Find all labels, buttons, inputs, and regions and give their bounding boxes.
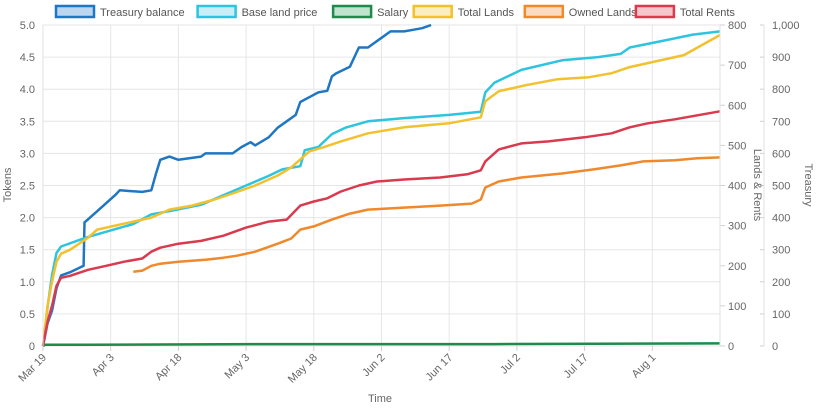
y-right2-tick-label: 300 (772, 245, 790, 257)
y-right1-tick-label: 700 (728, 60, 746, 72)
series-line-owned-lands (133, 156, 721, 274)
legend-swatch (331, 4, 373, 19)
y-left-tick-label: 0.5 (20, 309, 35, 321)
y-left-tick-label: 2.0 (20, 213, 35, 225)
y-right1-tick-label: 0 (728, 341, 734, 353)
legend-label: Total Rents (680, 7, 736, 19)
x-tick-label: May 3 (223, 352, 253, 382)
y-right2-tick-label: 0 (772, 341, 778, 353)
legend-item-total-rents[interactable]: Total Rents (634, 4, 736, 19)
y-right2-tick-label: 400 (772, 213, 790, 225)
legend-item-total-lands[interactable]: Total Lands (412, 4, 515, 19)
y-right2-tick-label: 900 (772, 52, 790, 64)
x-axis-title: Time (368, 393, 392, 405)
y-right1-tick-label: 100 (728, 301, 746, 313)
y-right1-tick-label: 600 (728, 100, 746, 112)
legend[interactable]: Treasury balance Base land price Salary Tot… (54, 4, 736, 19)
y-left-tick-label: 3.0 (20, 148, 35, 160)
y-right2-tick-label: 200 (772, 277, 790, 289)
y-right1-tick-label: 200 (728, 261, 746, 273)
y-axis-right1-title: Lands & Rents (751, 149, 763, 222)
legend-label: Treasury balance (100, 7, 185, 19)
y-right2-tick-label: 600 (772, 148, 790, 160)
legend-swatch (412, 4, 453, 19)
legend-item-base-land-price[interactable]: Base land price (196, 4, 318, 19)
legend-item-salary[interactable]: Salary (331, 4, 409, 19)
x-tick-label: Jun 2 (360, 352, 388, 380)
x-tick-label: Jul 17 (561, 352, 590, 381)
y-axis-left-title: Tokens (2, 167, 14, 202)
y-right2-tick-label: 800 (772, 84, 790, 96)
series-layer (41, 23, 721, 348)
legend-item-owned-lands[interactable]: Owned Lands (523, 4, 637, 19)
y-left-tick-label: 4.0 (20, 84, 35, 96)
x-tick-label: Apr 3 (90, 352, 117, 379)
series-line-salary (42, 342, 721, 348)
y-left-tick-label: 1.5 (20, 245, 35, 257)
y-left-tick-label: 3.5 (20, 116, 35, 128)
y-left-tick-label: 1.0 (20, 277, 35, 289)
y-left-tick-label: 0 (29, 341, 35, 353)
legend-swatch (523, 4, 565, 19)
grid-layer (42, 24, 720, 347)
tick-layer: 0 0.5 1.0 1.5 2.0 2.5 3.0 3.5 4.0 4.5 5.0 0 100 200 30… (16, 20, 799, 386)
x-tick-label: Jul 2 (498, 352, 523, 377)
legend-label: Base land price (242, 7, 318, 19)
y-right1-tick-label: 500 (728, 140, 746, 152)
legend-label: Total Lands (458, 7, 515, 19)
series-line-total-lands (41, 33, 721, 347)
legend-swatch (54, 4, 96, 19)
x-tick-label: Apr 18 (153, 352, 184, 383)
y-axis-right2-title: Treasury (802, 164, 814, 207)
legend-item-treasury-balance[interactable]: Treasury balance (54, 4, 185, 19)
legend-swatch (196, 4, 237, 19)
x-tick-label: Jun 17 (423, 352, 455, 384)
y-right2-tick-label: 500 (772, 181, 790, 193)
y-right1-tick-label: 400 (728, 181, 746, 193)
legend-swatch (634, 4, 676, 19)
y-left-tick-label: 5.0 (20, 20, 35, 32)
y-right2-tick-label: 1,000 (772, 20, 800, 32)
series-line-treasury-balance (41, 23, 432, 347)
y-right2-tick-label: 700 (772, 116, 790, 128)
y-right1-tick-label: 800 (728, 20, 746, 32)
legend-label: Owned Lands (569, 7, 637, 19)
y-right2-tick-label: 100 (772, 309, 790, 321)
x-tick-label: Aug 1 (630, 352, 659, 381)
series-line-base-land-price (41, 30, 721, 347)
y-left-tick-label: 2.5 (20, 181, 35, 193)
y-left-tick-label: 4.5 (20, 52, 35, 64)
legend-label: Salary (377, 7, 409, 19)
y-right1-tick-label: 300 (728, 221, 746, 233)
x-tick-label: Mar 19 (16, 352, 49, 385)
x-tick-label: May 18 (286, 352, 320, 386)
series-line-total-rents (41, 110, 721, 347)
